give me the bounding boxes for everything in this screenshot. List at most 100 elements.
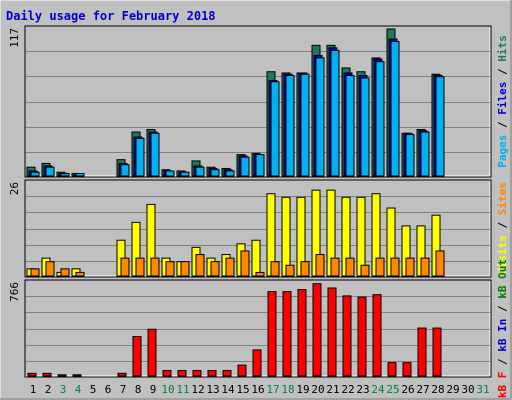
legend-entry: Sites: [496, 182, 509, 215]
bar-kb: [327, 287, 337, 377]
bar-sites: [180, 261, 190, 277]
bar-pages: [375, 61, 385, 177]
x-tick-label: 31: [476, 383, 489, 396]
legend-entry: Visits: [496, 235, 509, 275]
bar-kb: [417, 327, 427, 377]
x-tick-label: 22: [341, 383, 354, 396]
x-tick-label: 20: [311, 383, 324, 396]
x-tick-label: 18: [281, 383, 294, 396]
side-legend: Pages / Files / Hits: [496, 35, 509, 168]
bar-kb: [222, 370, 232, 377]
bar-sites: [195, 254, 205, 277]
bar-sites: [30, 268, 40, 277]
legend-entry: /: [496, 62, 509, 82]
bar-pages: [255, 154, 265, 177]
legend-entry: /: [496, 115, 509, 135]
bar-pages: [210, 169, 220, 177]
x-tick-label: 19: [296, 383, 309, 396]
legend-entry: /: [496, 299, 509, 319]
bar-sites: [150, 257, 160, 277]
legend-entry: Hits: [496, 35, 509, 62]
side-legend: kB F / kB In / kB Out: [496, 259, 509, 398]
bars-bottom: [27, 283, 442, 377]
x-tick-label: 30: [461, 383, 474, 396]
x-tick-label: 23: [356, 383, 369, 396]
legend-entry: kB Out: [496, 259, 509, 299]
x-tick-label: 15: [236, 383, 249, 396]
bar-visits: [251, 239, 261, 277]
bar-pages: [390, 41, 400, 177]
bar-kb: [432, 327, 442, 377]
x-tick-label: 26: [401, 383, 414, 396]
bar-pages: [165, 170, 175, 177]
panel-top: 117 Pages / Files / Hits: [8, 25, 509, 178]
bar-pages: [315, 57, 325, 177]
bar-kb: [72, 374, 82, 377]
bar-kb: [177, 370, 187, 377]
bar-kb: [57, 374, 67, 377]
bar-sites: [330, 257, 340, 277]
bar-pages: [345, 74, 355, 177]
bar-pages: [60, 172, 70, 177]
bar-sites: [300, 261, 310, 277]
x-tick-label: 17: [266, 383, 279, 396]
bar-kb: [27, 372, 37, 377]
bar-sites: [285, 264, 295, 277]
x-tick-label: 6: [105, 383, 112, 396]
bar-kb: [297, 289, 307, 377]
bar-kb: [132, 336, 142, 377]
bar-sites: [255, 271, 265, 277]
bars-top: [26, 28, 445, 177]
bar-pages: [225, 170, 235, 177]
bar-kb: [282, 291, 292, 377]
bar-kb: [387, 362, 397, 377]
legend-entry: kB In: [496, 319, 509, 352]
bars-middle: [26, 189, 445, 277]
bar-visits: [281, 196, 291, 277]
bar-sites: [45, 261, 55, 277]
bar-sites: [240, 250, 250, 277]
chart-title: Daily usage for February 2018: [6, 9, 216, 23]
panel-middle: 26 Visits / Sites: [8, 179, 509, 278]
bar-pages: [150, 132, 160, 177]
bar-kb: [207, 370, 217, 377]
bar-kb: [312, 283, 322, 377]
bar-kb: [402, 362, 412, 377]
bar-sites: [315, 254, 325, 277]
bar-sites: [60, 268, 70, 277]
bar-sites: [375, 257, 385, 277]
bar-kb: [147, 328, 157, 377]
x-tick-label: 29: [446, 383, 459, 396]
bar-pages: [405, 134, 415, 177]
bar-sites: [225, 257, 235, 277]
x-tick-label: 25: [386, 383, 399, 396]
bar-sites: [270, 261, 280, 277]
bar-pages: [195, 166, 205, 177]
bar-kb: [192, 370, 202, 377]
x-tick-label: 7: [120, 383, 127, 396]
bar-sites: [360, 264, 370, 277]
bar-kb: [117, 372, 127, 377]
legend-entry: /: [496, 352, 509, 372]
x-tick-label: 16: [251, 383, 264, 396]
bar-kb: [42, 372, 52, 377]
bar-pages: [420, 131, 430, 177]
bar-pages: [300, 73, 310, 177]
x-tick-label: 3: [60, 383, 67, 396]
bar-kb: [267, 291, 277, 377]
bar-kb: [252, 349, 262, 377]
bar-sites: [210, 261, 220, 277]
bar-pages: [435, 76, 445, 177]
bar-pages: [285, 74, 295, 177]
x-tick-label: 8: [135, 383, 142, 396]
bar-pages: [75, 172, 85, 177]
bar-visits: [356, 196, 366, 277]
bar-sites: [135, 257, 145, 277]
bar-pages: [30, 171, 40, 177]
bar-kb: [162, 370, 172, 377]
legend-entry: Pages: [496, 135, 509, 168]
bar-sites: [120, 257, 130, 277]
bar-pages: [240, 156, 250, 177]
legend-entry: Files: [496, 82, 509, 115]
